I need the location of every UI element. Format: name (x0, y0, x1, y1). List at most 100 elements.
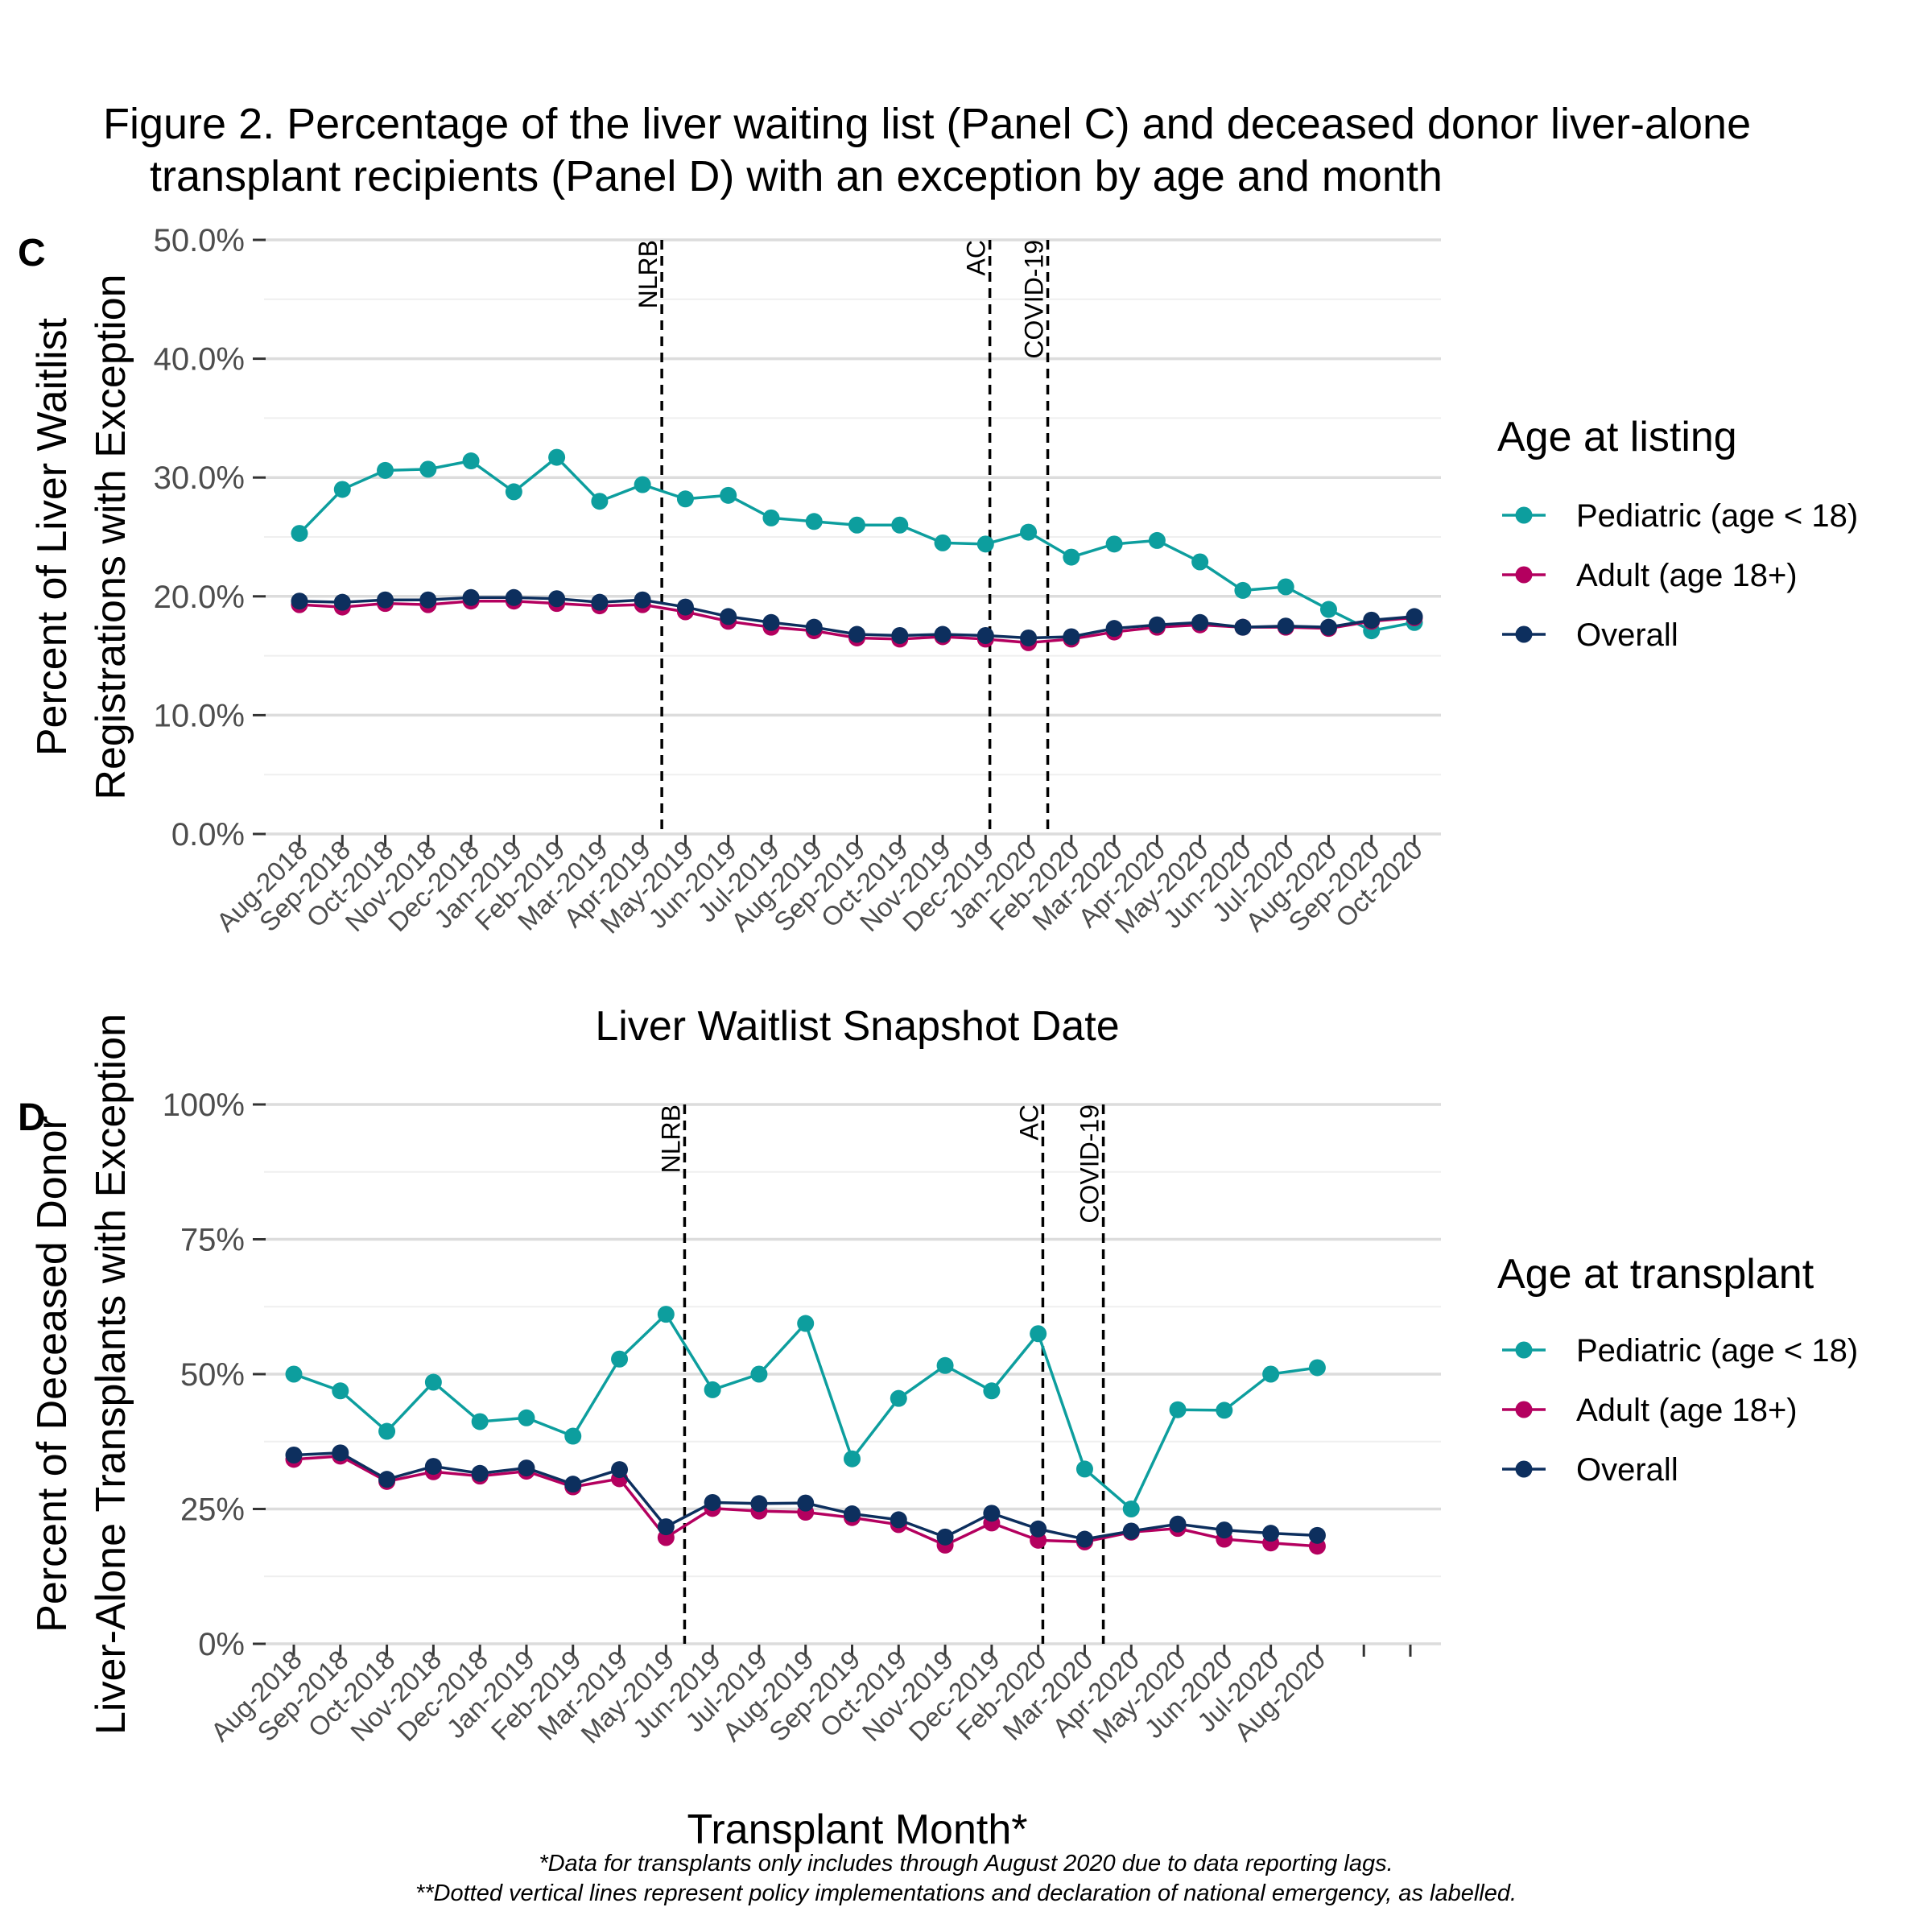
data-point (657, 1518, 675, 1536)
data-point (1030, 1325, 1047, 1343)
data-point (1020, 629, 1038, 646)
data-point (1148, 616, 1166, 634)
data-point (1148, 531, 1166, 549)
data-point (891, 627, 909, 645)
data-point (1308, 1526, 1326, 1544)
data-point (1075, 1460, 1093, 1478)
data-point (518, 1459, 535, 1477)
panel-label: D (18, 1096, 46, 1139)
data-point (720, 486, 737, 504)
data-point (890, 1511, 907, 1529)
data-point (1234, 581, 1252, 599)
data-point (462, 588, 480, 606)
data-point (936, 1528, 954, 1546)
footnote-1: *Data for transplants only includes thro… (539, 1851, 1393, 1876)
panel-label: C (18, 232, 46, 275)
data-point (1277, 617, 1294, 635)
legend-entry: Pediatric (age < 18) (1576, 1333, 1858, 1368)
data-point (676, 598, 694, 616)
data-point (797, 1494, 815, 1512)
data-point (844, 1505, 861, 1523)
footnote-2: **Dotted vertical lines represent policy… (415, 1880, 1517, 1906)
data-point (657, 1306, 675, 1323)
data-point (848, 625, 865, 643)
legend-title: Age at listing (1497, 414, 1737, 460)
data-point (1262, 1525, 1280, 1542)
data-point (1234, 618, 1252, 636)
y-tick-label: 0.0% (171, 817, 245, 852)
data-point (983, 1382, 1001, 1400)
data-point (1169, 1515, 1187, 1533)
data-point (591, 593, 609, 611)
data-point (1105, 535, 1123, 553)
data-point (1308, 1359, 1326, 1377)
data-point (805, 513, 823, 530)
data-point (934, 534, 952, 551)
data-point (611, 1461, 629, 1479)
data-point (1105, 620, 1123, 638)
data-point (333, 593, 351, 611)
vline-label: AC (962, 240, 991, 275)
legend-key-point (1515, 566, 1533, 584)
data-point (333, 481, 351, 498)
data-point (285, 1365, 303, 1383)
data-point (564, 1476, 582, 1493)
data-point (564, 1427, 582, 1445)
y-tick-label: 100% (163, 1088, 245, 1123)
legend-entry: Adult (age 18+) (1576, 558, 1798, 593)
data-point (934, 625, 952, 643)
data-point (1262, 1365, 1280, 1383)
data-point (1191, 553, 1209, 571)
data-point (704, 1493, 721, 1511)
vline-label: COVID-19 (1020, 240, 1049, 359)
y-axis-title-line-1: Percent of Deceased Donor (29, 1116, 76, 1633)
legend-key-point (1515, 1401, 1533, 1418)
data-point (1122, 1522, 1140, 1540)
data-point (1030, 1520, 1047, 1538)
x-axis-title: Liver Waitlist Snapshot Date (595, 1003, 1119, 1050)
legend-entry: Overall (1576, 1452, 1678, 1488)
data-point (591, 493, 609, 510)
data-point (505, 483, 522, 501)
vline-label: NLRB (634, 240, 663, 308)
data-point (805, 618, 823, 636)
data-point (377, 461, 394, 479)
data-point (750, 1495, 768, 1513)
data-point (471, 1413, 489, 1430)
data-point (518, 1409, 535, 1426)
data-point (1169, 1401, 1187, 1418)
y-tick-label: 40.0% (154, 342, 245, 378)
data-point (1319, 601, 1337, 618)
data-point (844, 1450, 861, 1468)
legend-key-point (1515, 1460, 1533, 1478)
data-point (1063, 548, 1080, 566)
data-point (471, 1464, 489, 1482)
y-tick-label: 0% (198, 1627, 245, 1662)
data-point (762, 509, 780, 526)
data-point (378, 1422, 396, 1440)
legend-entry: Pediatric (age < 18) (1576, 498, 1858, 534)
panel-c-chart: 0.0%10.0%20.0%30.0%40.0%50.0%Aug-2018Sep… (18, 223, 1858, 1050)
data-point (332, 1444, 349, 1462)
legend-entry: Adult (age 18+) (1576, 1393, 1798, 1428)
data-point (378, 1471, 396, 1488)
data-point (505, 588, 522, 606)
data-point (548, 590, 566, 608)
data-point (462, 452, 480, 470)
data-point (611, 1350, 629, 1368)
data-point (424, 1373, 442, 1391)
data-point (1363, 611, 1381, 629)
data-point (1122, 1501, 1140, 1517)
y-tick-label: 20.0% (154, 580, 245, 615)
y-tick-label: 30.0% (154, 460, 245, 496)
data-point (419, 460, 437, 478)
data-point (419, 591, 437, 609)
legend-title: Age at transplant (1497, 1251, 1814, 1298)
data-point (891, 516, 909, 534)
data-point (1063, 628, 1080, 646)
data-point (1191, 613, 1209, 631)
legend-key-point (1515, 506, 1533, 524)
data-point (424, 1458, 442, 1476)
